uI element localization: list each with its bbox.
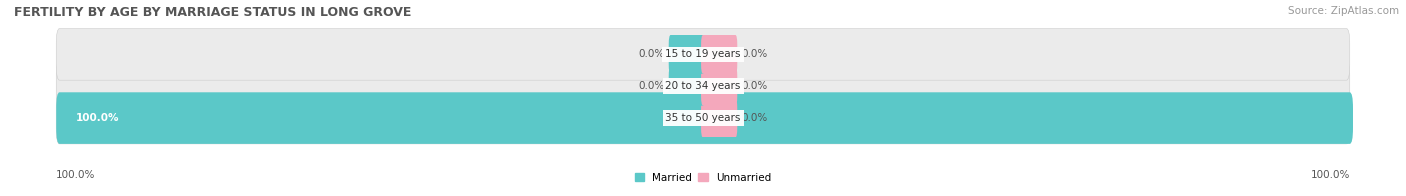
FancyBboxPatch shape: [702, 35, 737, 74]
FancyBboxPatch shape: [669, 35, 704, 74]
FancyBboxPatch shape: [56, 60, 1350, 112]
FancyBboxPatch shape: [56, 92, 1353, 144]
Text: 0.0%: 0.0%: [638, 81, 664, 91]
Text: 0.0%: 0.0%: [742, 113, 768, 123]
Text: 20 to 34 years: 20 to 34 years: [665, 81, 741, 91]
Text: 35 to 50 years: 35 to 50 years: [665, 113, 741, 123]
Text: 15 to 19 years: 15 to 19 years: [665, 49, 741, 59]
Legend: Married, Unmarried: Married, Unmarried: [630, 169, 776, 187]
Text: Source: ZipAtlas.com: Source: ZipAtlas.com: [1288, 6, 1399, 16]
FancyBboxPatch shape: [56, 29, 1350, 80]
FancyBboxPatch shape: [702, 67, 737, 106]
Text: 100.0%: 100.0%: [1310, 170, 1350, 180]
Text: 0.0%: 0.0%: [742, 49, 768, 59]
Text: 100.0%: 100.0%: [76, 113, 120, 123]
Text: FERTILITY BY AGE BY MARRIAGE STATUS IN LONG GROVE: FERTILITY BY AGE BY MARRIAGE STATUS IN L…: [14, 6, 412, 19]
Text: 0.0%: 0.0%: [742, 81, 768, 91]
FancyBboxPatch shape: [702, 99, 737, 138]
FancyBboxPatch shape: [56, 92, 1350, 144]
Text: 100.0%: 100.0%: [56, 170, 96, 180]
Text: 0.0%: 0.0%: [638, 49, 664, 59]
FancyBboxPatch shape: [669, 67, 704, 106]
